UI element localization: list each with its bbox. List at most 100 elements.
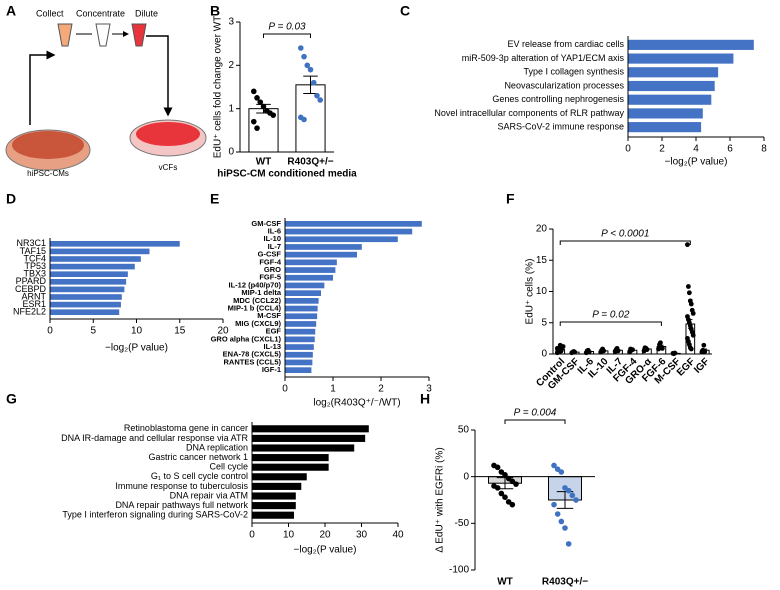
bar <box>50 286 125 293</box>
bar <box>50 294 122 300</box>
y-tick-label: 50 <box>458 425 470 436</box>
x-tick-label: 10 <box>131 326 143 337</box>
data-point <box>565 541 572 547</box>
y-tick-label: 15 <box>536 255 548 266</box>
significance-bracket <box>559 240 691 245</box>
significance-bracket <box>504 419 566 424</box>
category-label: Type I collagen synthesis <box>523 67 624 77</box>
data-point <box>301 53 307 60</box>
category-label: Genes controlling nephrogenesis <box>492 94 624 104</box>
data-point <box>554 511 561 517</box>
cells <box>12 131 84 159</box>
category-label: GRO <box>264 265 281 274</box>
data-point <box>685 284 691 289</box>
bar <box>628 39 754 50</box>
data-point <box>301 116 307 123</box>
data-point <box>551 501 557 508</box>
dish-label: vCFs <box>159 163 178 172</box>
category-label: IL-13 <box>263 342 281 351</box>
category-label: FGF-5 <box>259 273 281 282</box>
panel-label: D <box>6 191 16 207</box>
p-value: P < 0.0001 <box>601 229 649 240</box>
x-tick-label: 40 <box>392 530 404 541</box>
data-point <box>254 125 260 131</box>
bar <box>50 240 180 247</box>
category-label: Neovascularization processes <box>504 80 624 90</box>
category-label: GM-CSF <box>251 219 281 228</box>
bar <box>252 454 329 462</box>
data-point <box>317 97 324 103</box>
data-point <box>688 301 694 307</box>
category-label: MDC (CCL22) <box>233 296 281 305</box>
data-point <box>558 518 565 525</box>
data-point <box>250 118 257 125</box>
x-tick-label: 15 <box>174 326 186 337</box>
data-point <box>586 349 592 355</box>
bar <box>628 108 703 119</box>
bar <box>50 248 150 255</box>
data-point <box>297 45 304 51</box>
dish-label: hiPSC-CMs <box>27 169 69 178</box>
bar <box>285 236 398 243</box>
bar <box>50 301 121 308</box>
bar <box>285 321 317 327</box>
bar <box>252 492 296 500</box>
bar <box>285 244 362 250</box>
bar <box>252 425 369 433</box>
bar <box>285 328 316 335</box>
data-point <box>260 103 267 110</box>
data-point <box>565 487 572 494</box>
tube <box>95 23 111 47</box>
panel-label: H <box>420 391 430 407</box>
bar <box>628 80 715 92</box>
data-point <box>562 525 568 531</box>
arrow <box>29 50 56 125</box>
category-label: SARS-CoV-2 immune response <box>497 122 624 132</box>
category-label: ENA-78 (CXCL5) <box>223 350 282 359</box>
bar <box>252 511 294 519</box>
y-tick-label: 5 <box>541 317 547 328</box>
bar <box>285 282 325 289</box>
x-tick-label: 3 <box>426 384 432 395</box>
category-label: miR-509-3p alteration of YAP1/ECM axis <box>462 53 625 63</box>
y-tick-label: -100 <box>449 565 469 576</box>
step-label: Dilute <box>135 8 158 18</box>
category-label: TBX3 <box>23 269 46 279</box>
category-label: DNA replication <box>186 442 248 452</box>
significance-bracket <box>263 33 311 38</box>
category-label: IL-10 <box>263 234 281 243</box>
category-label: Retinoblastoma gene in cancer <box>124 423 248 433</box>
data-point <box>615 348 621 354</box>
cells <box>136 122 200 146</box>
y-axis-label: Δ EdU⁺ with EGFRi (%) <box>435 447 446 552</box>
x-tick-label: 5 <box>90 326 96 337</box>
category-label: TAF15 <box>20 246 46 256</box>
data-point <box>688 346 694 352</box>
data-point <box>690 310 696 316</box>
bar <box>252 502 296 510</box>
category-label: Type I interferon signaling during SARS-… <box>62 510 248 520</box>
bar <box>285 344 314 350</box>
data-point <box>314 92 320 99</box>
y-tick-label: 0 <box>228 147 234 158</box>
category-label: M-CSF <box>257 311 281 320</box>
bar <box>285 221 422 227</box>
bar <box>50 278 127 285</box>
data-point <box>702 349 708 354</box>
x-tick-label: 2 <box>378 384 384 395</box>
category-label: MIP-1 b (CCL4) <box>228 304 282 313</box>
category-label: Novel intracellular components of RLR pa… <box>434 108 624 118</box>
data-point <box>270 112 277 118</box>
data-point <box>558 348 564 354</box>
data-point <box>509 501 516 508</box>
data-point <box>630 347 635 353</box>
category-label: G₁ to S cell cycle control <box>151 471 248 481</box>
bar <box>285 267 336 273</box>
data-point <box>701 342 707 348</box>
category-label: CEBPD <box>15 284 47 294</box>
data-point <box>257 99 264 105</box>
panel-label: G <box>6 391 17 407</box>
bar <box>285 305 318 312</box>
category-label: R403Q+/− <box>287 157 333 168</box>
data-point <box>690 332 696 338</box>
